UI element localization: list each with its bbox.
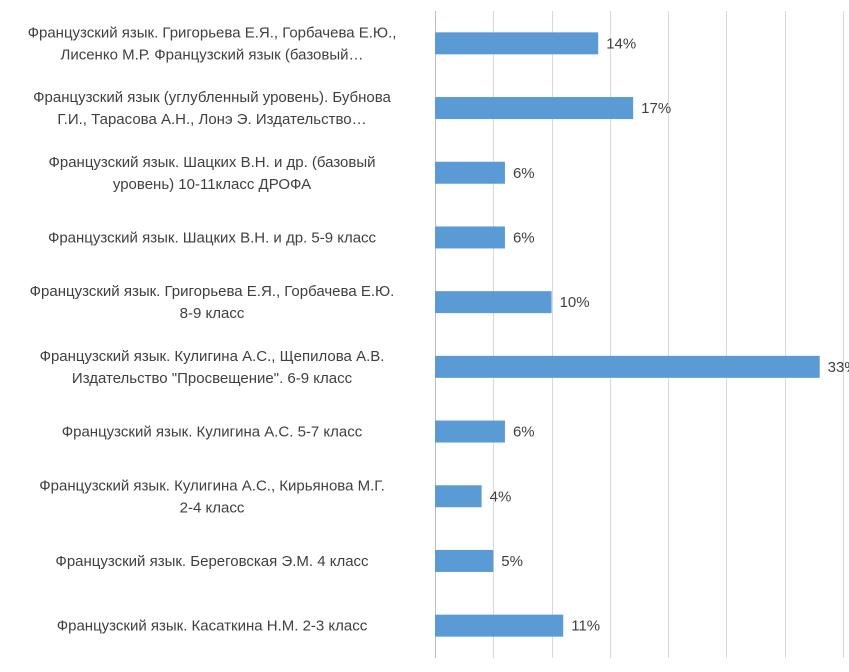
value-label: 14% xyxy=(606,35,636,52)
category-label: Французский язык. Шацких В.Н. и др. 5-9 … xyxy=(48,229,377,246)
bar xyxy=(435,291,552,314)
category-label-line: уровень) 10-11класс ДРОФА xyxy=(113,176,311,193)
category-label-line: Французский язык. Касаткина Н.М. 2-3 кла… xyxy=(57,618,368,635)
category-label-line: 2-4 класс xyxy=(180,499,245,516)
bar xyxy=(435,226,505,249)
category-label: Французский язык. Кулигина А.С., Щепилов… xyxy=(40,348,385,387)
bar xyxy=(435,355,820,378)
category-label: Французский язык. Кулигина А.С. 5-7 клас… xyxy=(62,424,363,441)
category-label-line: Французский язык (углубленный уровень). … xyxy=(33,89,391,106)
value-label: 11% xyxy=(571,618,600,635)
bar xyxy=(435,161,505,184)
category-label-line: Французский язык. Григорьева Е.Я., Горба… xyxy=(28,24,397,41)
bar xyxy=(435,97,634,120)
category-label: Французский язык. Береговская Э.М. 4 кла… xyxy=(55,553,369,570)
category-label-line: 8-9 класс xyxy=(180,305,245,322)
value-label: 6% xyxy=(513,424,535,441)
category-label-line: Лисенко М.Р. Французский язык (базовый… xyxy=(60,46,363,63)
bars-layer xyxy=(435,32,820,637)
category-label: Французский язык. Шацких В.Н. и др. (баз… xyxy=(48,154,375,193)
value-labels-layer: 14% 17% 6% 6% 10% 33% 6% 4% 5% 11% xyxy=(490,35,849,634)
category-label-line: Французский язык. Григорьева Е.Я., Горба… xyxy=(30,283,395,300)
value-label: 6% xyxy=(513,165,535,182)
bar xyxy=(435,614,564,637)
category-labels-layer: Французский язык. Григорьева Е.Я., Горба… xyxy=(28,24,397,634)
value-label: 10% xyxy=(560,294,590,311)
value-label: 17% xyxy=(641,100,671,117)
category-label: Французский язык (углубленный уровень). … xyxy=(33,89,391,128)
category-label: Французский язык. Касаткина Н.М. 2-3 кла… xyxy=(57,618,368,635)
category-label: Французский язык. Григорьева Е.Я., Горба… xyxy=(28,24,397,63)
value-label: 6% xyxy=(513,229,535,246)
category-label: Французский язык. Кулигина А.С., Кирьяно… xyxy=(39,477,384,516)
bar xyxy=(435,420,505,443)
value-label: 5% xyxy=(501,553,523,570)
category-label-line: Г.И., Тарасова А.Н., Лонэ Э. Издательств… xyxy=(57,111,366,128)
category-label: Французский язык. Григорьева Е.Я., Горба… xyxy=(30,283,395,322)
bar xyxy=(435,485,482,508)
category-label-line: Французский язык. Шацких В.Н. и др. 5-9 … xyxy=(48,229,377,246)
bar xyxy=(435,32,599,55)
value-label: 33% xyxy=(828,359,849,376)
category-label-line: Французский язык. Кулигина А.С. 5-7 клас… xyxy=(62,424,363,441)
category-label-line: Французский язык. Шацких В.Н. и др. (баз… xyxy=(48,154,375,171)
category-label-line: Французский язык. Кулигина А.С., Кирьяно… xyxy=(39,477,384,494)
category-label-line: Французский язык. Кулигина А.С., Щепилов… xyxy=(40,348,385,365)
category-label-line: Французский язык. Береговская Э.М. 4 кла… xyxy=(55,553,369,570)
bar xyxy=(435,549,494,572)
category-label-line: Издательство "Просвещение". 6-9 класс xyxy=(72,370,353,387)
value-label: 4% xyxy=(490,488,512,505)
